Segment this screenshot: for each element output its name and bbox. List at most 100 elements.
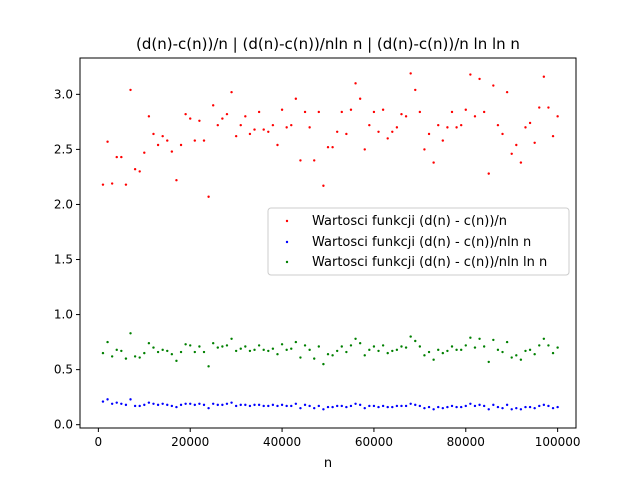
data-point-series-0 [414,88,417,92]
data-point-series-0 [391,130,394,133]
data-point-series-2 [551,351,555,355]
x-tick-label: 20000 [171,435,209,449]
data-point-series-0 [538,106,541,109]
data-point-series-2 [400,345,403,348]
data-point-series-2 [556,346,559,349]
data-point-series-2 [170,353,174,356]
data-point-series-1 [377,405,380,409]
data-point-series-2 [432,358,435,361]
data-point-series-1 [487,408,490,411]
data-point-series-1 [143,403,146,407]
data-point-series-0 [519,161,523,164]
data-point-series-1 [276,404,279,408]
data-point-series-0 [248,132,252,136]
data-point-series-0 [418,110,422,114]
data-point-series-0 [533,141,536,144]
data-point-series-2 [345,350,348,354]
x-axis-label: n [324,456,332,471]
data-point-series-2 [473,346,477,349]
data-point-series-2 [257,344,261,347]
data-point-series-1 [253,403,256,407]
data-point-series-1 [303,403,307,407]
data-point-series-2 [248,349,252,353]
data-point-series-1 [441,406,445,410]
data-point-series-0 [547,106,550,109]
data-point-series-0 [290,123,293,127]
data-point-series-0 [528,121,532,125]
data-point-series-2 [262,348,265,352]
data-point-series-0 [404,115,408,118]
data-point-series-1 [106,398,109,401]
data-point-series-0 [193,139,197,142]
data-point-series-2 [386,351,389,355]
data-point-series-1 [285,404,288,408]
data-point-series-1 [110,402,114,405]
data-point-series-2 [423,354,426,357]
data-point-series-1 [482,404,486,408]
data-point-series-0 [179,143,183,147]
data-point-series-2 [225,344,229,347]
data-point-series-1 [120,402,123,405]
data-point-series-1 [427,405,431,409]
data-point-series-0 [184,112,187,116]
data-point-series-1 [409,402,412,405]
data-point-series-2 [211,342,215,345]
data-point-series-1 [138,404,141,408]
data-point-series-2 [184,343,187,346]
data-point-series-2 [533,353,536,356]
data-point-series-2 [391,349,394,353]
data-point-series-2 [239,347,242,350]
data-point-series-2 [280,343,284,346]
data-point-series-2 [129,332,132,335]
data-point-series-0 [455,126,458,129]
data-point-series-1 [326,405,330,409]
data-point-series-0 [175,179,178,182]
plot-frame [79,57,577,429]
data-point-series-2 [189,344,192,347]
data-point-series-2 [294,340,298,344]
data-point-series-0 [234,134,238,138]
data-point-series-0 [207,195,210,198]
y-tick-label: 2.0 [54,197,73,211]
data-point-series-1 [211,402,215,405]
data-point-series-2 [193,350,197,354]
data-point-series-0 [262,128,265,131]
data-point-series-1 [340,404,343,408]
data-point-series-0 [478,77,481,81]
data-point-series-2 [519,358,523,361]
data-point-series-1 [248,404,252,408]
data-point-series-1 [331,405,334,409]
data-point-series-1 [372,404,376,408]
data-point-series-0 [216,123,219,127]
data-point-series-2 [299,356,302,359]
data-point-series-0 [409,72,412,75]
data-point-series-0 [469,73,472,76]
data-point-series-1 [404,404,408,408]
data-point-series-0 [386,137,389,140]
data-point-series-0 [524,126,527,129]
data-point-series-0 [459,123,463,127]
data-point-series-1 [221,403,224,407]
data-point-series-2 [290,347,293,350]
legend-label-series-0: Wartosci funkcji (d(n) - c(n))/n [312,214,507,229]
data-point-series-1 [207,406,210,410]
data-point-series-1 [101,400,105,403]
data-point-series-0 [505,90,509,94]
legend-box [267,207,570,276]
data-point-series-1 [184,402,187,405]
data-point-series-2 [547,344,550,347]
data-point-series-2 [427,350,431,354]
data-point-series-1 [230,401,233,404]
data-point-series-2 [358,342,362,345]
data-point-series-1 [528,405,532,409]
data-point-series-2 [285,348,288,352]
data-point-series-2 [166,349,169,353]
data-point-series-1 [510,408,513,411]
data-point-series-0 [230,90,233,94]
data-point-series-1 [446,405,449,409]
data-point-series-2 [469,336,472,339]
data-point-series-0 [377,130,380,133]
y-tick-label: 0.5 [54,363,73,377]
data-point-series-0 [464,108,467,111]
